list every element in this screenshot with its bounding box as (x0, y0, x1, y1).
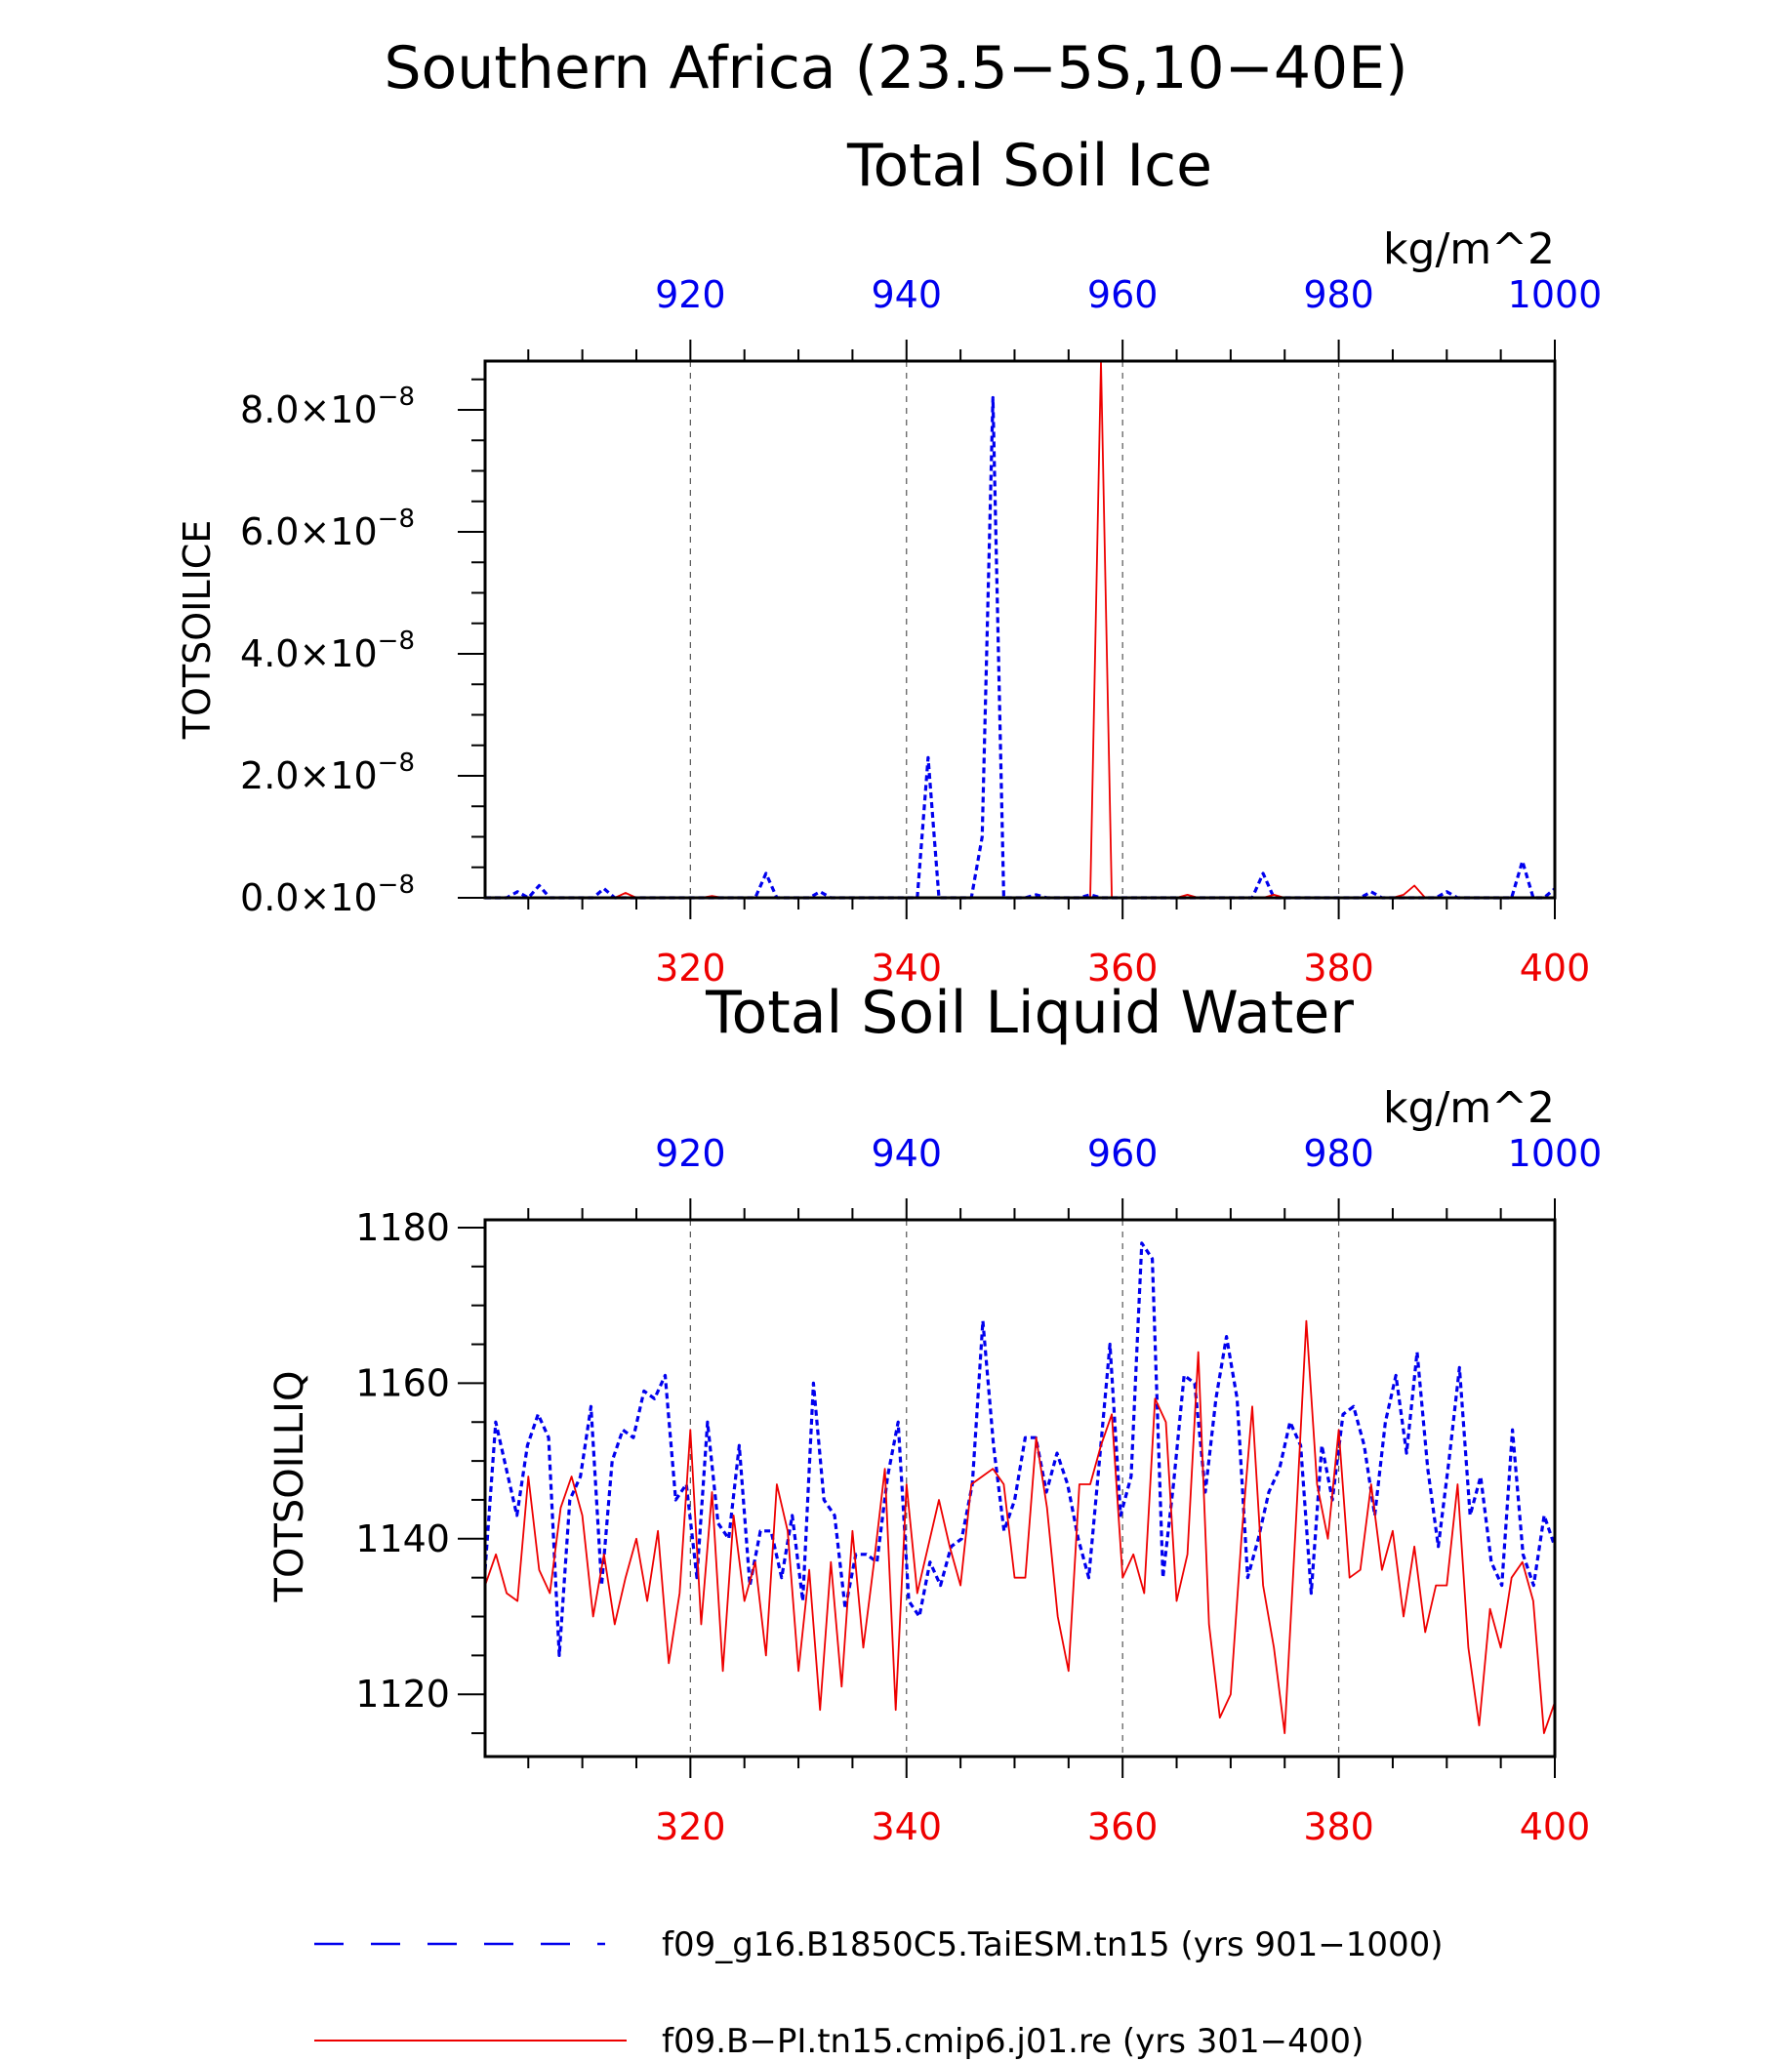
x-tick-label-bottom: 320 (655, 947, 726, 990)
x-tick-label-top: 940 (871, 273, 942, 316)
series-line-taiesm (485, 395, 1557, 900)
panel-title: Total Soil Ice (846, 132, 1212, 200)
x-tick-label-bottom: 380 (1303, 947, 1374, 990)
y-tick-label: 8.0×10−8 (240, 383, 415, 431)
x-tick-label-bottom: 400 (1520, 1805, 1591, 1848)
x-tick-label-top: 960 (1087, 1132, 1159, 1175)
y-tick-label: 1120 (355, 1673, 450, 1716)
x-tick-label-top: 1000 (1508, 1132, 1603, 1175)
y-tick-label: 1160 (355, 1361, 450, 1404)
x-tick-label-top: 920 (655, 273, 726, 316)
x-tick-label-bottom: 340 (871, 1805, 942, 1848)
units-label: kg/m^2 (1383, 224, 1555, 274)
y-tick-label: 1140 (355, 1517, 450, 1560)
x-tick-label-bottom: 360 (1087, 947, 1159, 990)
x-tick-label-top: 980 (1303, 273, 1374, 316)
figure-title: Southern Africa (23.5−5S,10−40E) (384, 34, 1407, 102)
x-tick-label-bottom: 320 (655, 1805, 726, 1848)
y-tick-label: 1180 (355, 1206, 450, 1249)
legend: f09_g16.B1850C5.TaiESM.tn15 (yrs 901−100… (314, 1925, 1444, 2061)
x-tick-label-bottom: 380 (1303, 1805, 1374, 1848)
y-tick-label: 4.0×10−8 (240, 627, 415, 675)
y-axis-label: TOTSOILLIQ (267, 1371, 312, 1603)
plot-frame (483, 359, 1557, 900)
y-tick-label: 6.0×10−8 (240, 505, 415, 553)
legend-label-cmip6: f09.B−PI.tn15.cmip6.j01.re (yrs 301−400) (662, 2022, 1364, 2061)
x-tick-label-bottom: 340 (871, 947, 942, 990)
legend-label-taiesm: f09_g16.B1850C5.TaiESM.tn15 (yrs 901−100… (662, 1925, 1444, 1964)
total-soil-liquid-water-panel: Total Soil Liquid Water kg/m^2 920 940 960 98… (267, 979, 1602, 1848)
units-label: kg/m^2 (1383, 1083, 1555, 1133)
x-tick-label-bottom: 400 (1520, 947, 1591, 990)
panel-title: Total Soil Liquid Water (705, 979, 1354, 1047)
x-tick-label-top: 960 (1087, 273, 1159, 316)
y-tick-label: 0.0×10−8 (240, 870, 415, 919)
series-line-cmip6 (485, 360, 1555, 899)
x-tick-label-top: 1000 (1508, 273, 1603, 316)
x-tick-label-top: 920 (655, 1132, 726, 1175)
series-line-taiesm (483, 1241, 1557, 1658)
x-tick-label-top: 940 (871, 1132, 942, 1175)
x-tick-label-bottom: 360 (1087, 1805, 1159, 1848)
series-line-cmip6 (484, 1319, 1556, 1734)
x-tick-label-top: 980 (1303, 1132, 1374, 1175)
plot-frame (483, 1218, 1557, 1759)
total-soil-ice-panel: Total Soil Ice kg/m^2 920 940 960 980 1000 320 3… (176, 132, 1602, 990)
y-axis-label: TOTSOILICE (176, 520, 219, 741)
y-tick-label: 2.0×10−8 (240, 748, 415, 797)
